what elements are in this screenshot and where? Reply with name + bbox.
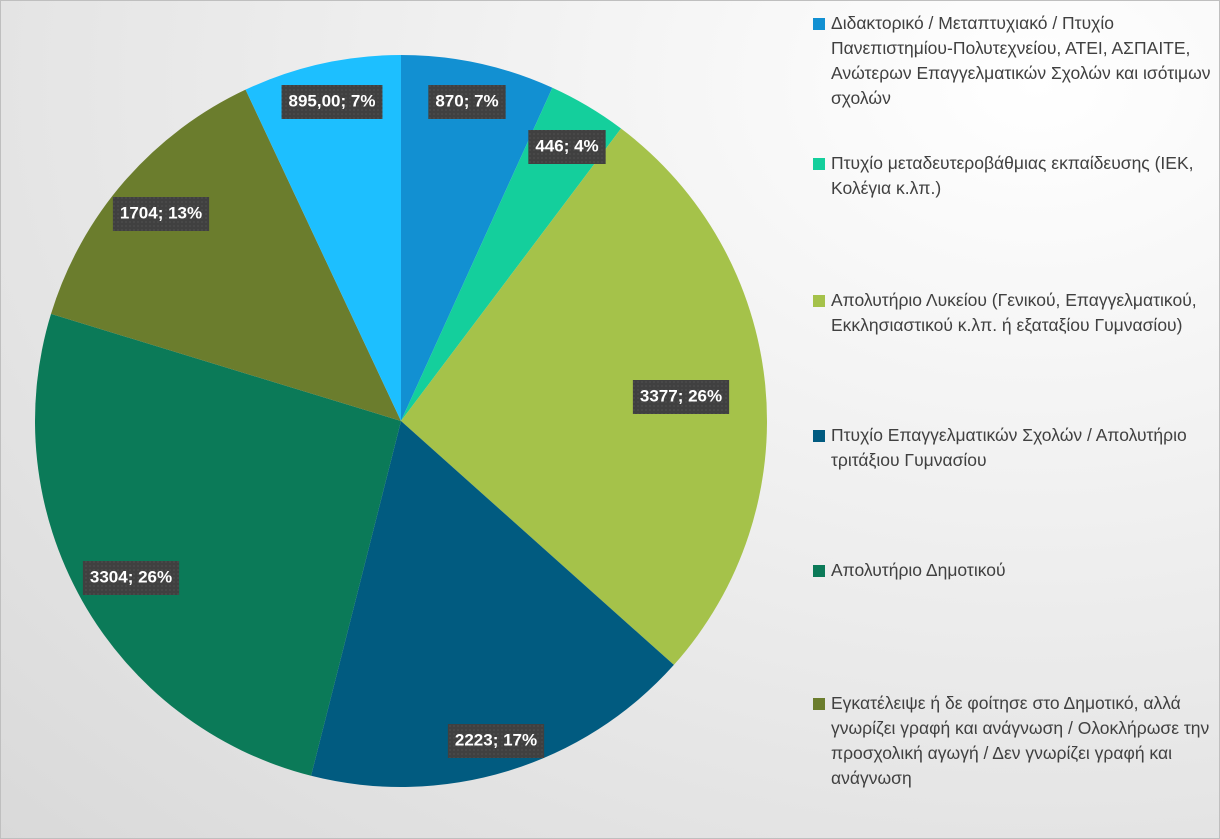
legend-label: Πτυχίο μεταδευτεροβάθμιας εκπαίδευσης (Ι… (831, 153, 1194, 198)
data-label-text: 2223; 17% (455, 730, 537, 749)
data-label-text: 446; 4% (535, 136, 598, 155)
legend-swatch (813, 698, 825, 710)
legend-label: Πτυχίο Επαγγελματικών Σχολών / Απολυτήρι… (831, 425, 1187, 470)
data-label-box (428, 85, 506, 119)
data-label: 2223; 17% (447, 724, 545, 758)
data-label-text: 3377; 26% (640, 386, 722, 405)
legend-swatch (813, 430, 825, 442)
pie-slice (51, 89, 401, 421)
legend-entry: Απολυτήριο Λυκείου (Γενικού, Επαγγελματι… (813, 288, 1219, 338)
data-label-text: 3304; 26% (90, 567, 172, 586)
data-label: 3377; 26% (632, 380, 730, 414)
data-label-box (632, 380, 730, 414)
legend-label: Απολυτήριο Δημοτικού (831, 560, 1006, 580)
data-label-box (447, 724, 545, 758)
data-label: 870; 7% (428, 85, 506, 119)
legend-label: Απολυτήριο Λυκείου (Γενικού, Επαγγελματι… (831, 290, 1197, 335)
pie-slice (311, 421, 674, 787)
legend-entry: Πτυχίο μεταδευτεροβάθμιας εκπαίδευσης (Ι… (813, 151, 1219, 201)
legend-swatch (813, 295, 825, 307)
legend-entry: Διδακτορικό / Μεταπτυχιακό / Πτυχίο Πανε… (813, 11, 1219, 111)
data-label: 3304; 26% (82, 561, 180, 595)
data-label-text: 895,00; 7% (289, 91, 376, 110)
pie-slice (401, 128, 768, 665)
pie-slice (401, 87, 622, 422)
legend-entry: Πτυχίο Επαγγελματικών Σχολών / Απολυτήρι… (813, 423, 1219, 473)
data-label: 895,00; 7% (281, 85, 383, 119)
data-label-text: 870; 7% (435, 91, 498, 110)
pie-slice (401, 55, 553, 421)
legend-swatch (813, 158, 825, 170)
pie-slice (34, 313, 401, 776)
data-label-box (528, 130, 606, 164)
data-label-box (112, 197, 210, 231)
legend-label: Διδακτορικό / Μεταπτυχιακό / Πτυχίο Πανε… (831, 13, 1211, 108)
legend-entry: Εγκατέλειψε ή δε φοίτησε στο Δημοτικό, α… (813, 691, 1219, 791)
data-label: 1704; 13% (112, 197, 210, 231)
data-label-box (281, 85, 383, 119)
legend-entry: Απολυτήριο Δημοτικού (813, 558, 1219, 583)
legend-label: Εγκατέλειψε ή δε φοίτησε στο Δημοτικό, α… (831, 693, 1210, 788)
data-label-box (82, 561, 180, 595)
data-label: 446; 4% (528, 130, 606, 164)
pie-slice (245, 55, 401, 421)
legend-swatch (813, 565, 825, 577)
data-label-text: 1704; 13% (120, 203, 202, 222)
legend-swatch (813, 18, 825, 30)
